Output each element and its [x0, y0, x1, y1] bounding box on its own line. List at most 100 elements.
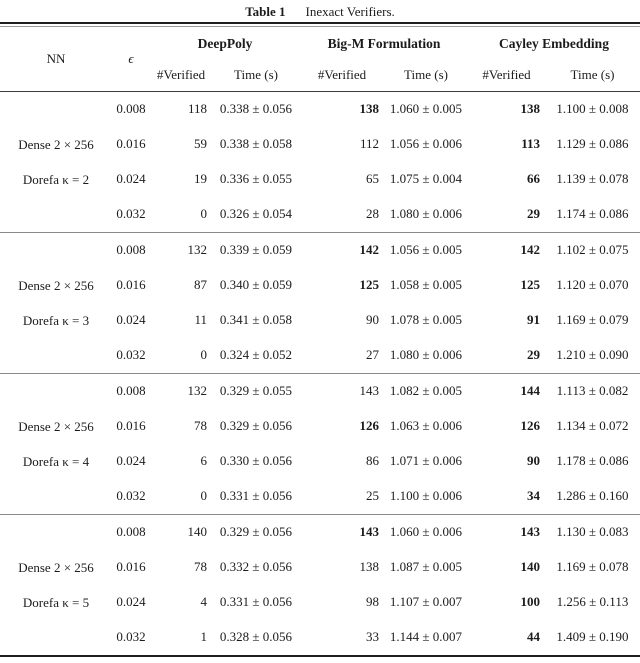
- cayley-verified-cell: 91: [527, 312, 540, 327]
- deeppoly-verified-cell: 78: [194, 418, 207, 433]
- bigm-verified-cell: 86: [366, 453, 379, 468]
- deeppoly-time-cell: 0.338 ± 0.056: [219, 101, 293, 116]
- cayley-time-cell: 1.120 ± 0.070: [556, 277, 629, 292]
- subheader-deeppoly-time: Time (s): [234, 67, 278, 83]
- nn-label: Dense 2 × 256 Dorefa κ = 2: [18, 136, 94, 187]
- table-caption: Inexact Verifiers.: [305, 4, 395, 19]
- epsilon-cell: 0.016: [116, 418, 146, 433]
- deeppoly-time-cell: 0.332 ± 0.056: [219, 559, 293, 574]
- bigm-verified-cell: 28: [366, 206, 379, 221]
- table-row: Dense 2 × 256 Dorefa κ = 3 0.008 132 0.3…: [0, 232, 640, 328]
- deeppoly-time-cell: 0.331 ± 0.056: [219, 488, 293, 503]
- subheader-cayley-time: Time (s): [570, 67, 615, 83]
- block-kappa-3: Dense 2 × 256 Dorefa κ = 3 0.008 132 0.3…: [0, 232, 640, 373]
- cayley-verified-cell: 100: [520, 594, 541, 609]
- cayley-verified-cell: 140: [520, 559, 541, 574]
- deeppoly-time-cell: 0.340 ± 0.059: [219, 277, 293, 292]
- epsilon-cell: 0.032: [116, 206, 146, 221]
- cayley-verified-cell: 29: [527, 206, 540, 221]
- bigm-time-cell: 1.058 ± 0.005: [389, 277, 463, 292]
- deeppoly-time-cell: 0.341 ± 0.058: [219, 312, 293, 327]
- deeppoly-verified-cell: 0: [200, 206, 208, 221]
- bigm-verified-cell: 138: [359, 101, 380, 116]
- bigm-time-cell: 1.060 ± 0.005: [389, 101, 463, 116]
- cayley-time-cell: 1.169 ± 0.078: [556, 559, 629, 574]
- cayley-time-cell: 1.129 ± 0.086: [556, 136, 629, 151]
- top-rule: [0, 22, 640, 27]
- bigm-verified-cell: 125: [359, 277, 380, 292]
- deeppoly-verified-cell: 0: [200, 488, 208, 503]
- block-kappa-5: Dense 2 × 256 Dorefa κ = 5 0.008 140 0.3…: [0, 514, 640, 655]
- cayley-verified-cell: 66: [527, 171, 540, 186]
- cayley-time-cell: 1.409 ± 0.190: [556, 629, 629, 644]
- cayley-time-cell: 1.178 ± 0.086: [556, 453, 629, 468]
- table-row: 0.032 0 0.326 ± 0.054 28 1.080 ± 0.006 2…: [0, 197, 640, 233]
- results-table: NN ϵ DeepPoly Big-M Formulation Cayley E…: [0, 27, 640, 655]
- deeppoly-time-cell: 0.330 ± 0.056: [219, 453, 293, 468]
- table-row: 0.032 0 0.324 ± 0.052 27 1.080 ± 0.006 2…: [0, 338, 640, 374]
- column-header-nn: NN: [46, 50, 66, 66]
- cayley-time-cell: 1.102 ± 0.075: [556, 242, 629, 257]
- epsilon-cell: 0.024: [116, 453, 146, 468]
- deeppoly-verified-cell: 132: [187, 383, 208, 398]
- bigm-verified-cell: 138: [359, 559, 380, 574]
- table-row: Dense 2 × 256 Dorefa κ = 4 0.008 132 0.3…: [0, 373, 640, 469]
- cayley-verified-cell: 126: [520, 418, 541, 433]
- cayley-verified-cell: 125: [520, 277, 541, 292]
- bigm-time-cell: 1.078 ± 0.005: [389, 312, 463, 327]
- table-row: 0.032 1 0.328 ± 0.056 33 1.144 ± 0.007 4…: [0, 620, 640, 655]
- epsilon-cell: 0.032: [116, 488, 146, 503]
- deeppoly-time-cell: 0.324 ± 0.052: [219, 347, 293, 362]
- epsilon-cell: 0.008: [116, 101, 146, 116]
- cayley-verified-cell: 138: [520, 101, 541, 116]
- epsilon-cell: 0.016: [116, 277, 146, 292]
- epsilon-cell: 0.024: [116, 312, 146, 327]
- bigm-verified-cell: 33: [366, 629, 379, 644]
- bottom-rule: [0, 654, 640, 657]
- deeppoly-time-cell: 0.329 ± 0.056: [219, 418, 293, 433]
- deeppoly-time-cell: 0.338 ± 0.058: [219, 136, 293, 151]
- table-row: 0.024 19 0.336 ± 0.055 65 1.075 ± 0.004 …: [0, 162, 640, 197]
- bigm-time-cell: 1.056 ± 0.005: [389, 242, 463, 257]
- nn-label: Dense 2 × 256 Dorefa κ = 5: [18, 559, 94, 610]
- bigm-verified-cell: 65: [366, 171, 379, 186]
- bigm-verified-cell: 98: [366, 594, 379, 609]
- deeppoly-verified-cell: 1: [200, 629, 208, 644]
- deeppoly-verified-cell: 118: [187, 101, 207, 116]
- cayley-verified-cell: 44: [527, 629, 540, 644]
- bigm-verified-cell: 27: [366, 347, 379, 362]
- bigm-verified-cell: 112: [359, 136, 379, 151]
- deeppoly-time-cell: 0.329 ± 0.056: [219, 524, 293, 539]
- table-row: 0.016 78 0.329 ± 0.056 126 1.063 ± 0.006…: [0, 409, 640, 444]
- bigm-verified-cell: 90: [366, 312, 379, 327]
- table-row: Dense 2 × 256 Dorefa κ = 2 0.008 118 0.3…: [0, 91, 640, 187]
- epsilon-cell: 0.016: [116, 559, 146, 574]
- table-row: 0.024 6 0.330 ± 0.056 86 1.071 ± 0.006 9…: [0, 444, 640, 479]
- column-header-epsilon: ϵ: [128, 50, 134, 66]
- cayley-verified-cell: 143: [520, 524, 541, 539]
- deeppoly-verified-cell: 6: [200, 453, 208, 468]
- cayley-time-cell: 1.139 ± 0.078: [556, 171, 629, 186]
- table-row: 0.032 0 0.331 ± 0.056 25 1.100 ± 0.006 3…: [0, 479, 640, 515]
- group-header-bigm: Big-M Formulation: [327, 35, 441, 51]
- epsilon-cell: 0.024: [116, 171, 146, 186]
- deeppoly-verified-cell: 78: [194, 559, 207, 574]
- cayley-time-cell: 1.113 ± 0.082: [556, 383, 629, 398]
- epsilon-cell: 0.008: [116, 383, 146, 398]
- cayley-time-cell: 1.100 ± 0.008: [556, 101, 629, 116]
- epsilon-cell: 0.008: [116, 242, 146, 257]
- bigm-time-cell: 1.087 ± 0.005: [389, 559, 463, 574]
- cayley-verified-cell: 34: [527, 488, 540, 503]
- cayley-verified-cell: 29: [527, 347, 540, 362]
- deeppoly-verified-cell: 11: [194, 312, 207, 327]
- table-row: 0.016 59 0.338 ± 0.058 112 1.056 ± 0.006…: [0, 127, 640, 162]
- bigm-verified-cell: 25: [366, 488, 379, 503]
- table-row: 0.016 78 0.332 ± 0.056 138 1.087 ± 0.005…: [0, 550, 640, 585]
- deeppoly-verified-cell: 0: [200, 347, 208, 362]
- deeppoly-verified-cell: 19: [194, 171, 207, 186]
- bigm-verified-cell: 126: [359, 418, 380, 433]
- bigm-time-cell: 1.100 ± 0.006: [389, 488, 463, 503]
- subheader-bigm-time: Time (s): [404, 67, 448, 83]
- epsilon-cell: 0.024: [116, 594, 146, 609]
- table-row: Dense 2 × 256 Dorefa κ = 5 0.008 140 0.3…: [0, 514, 640, 610]
